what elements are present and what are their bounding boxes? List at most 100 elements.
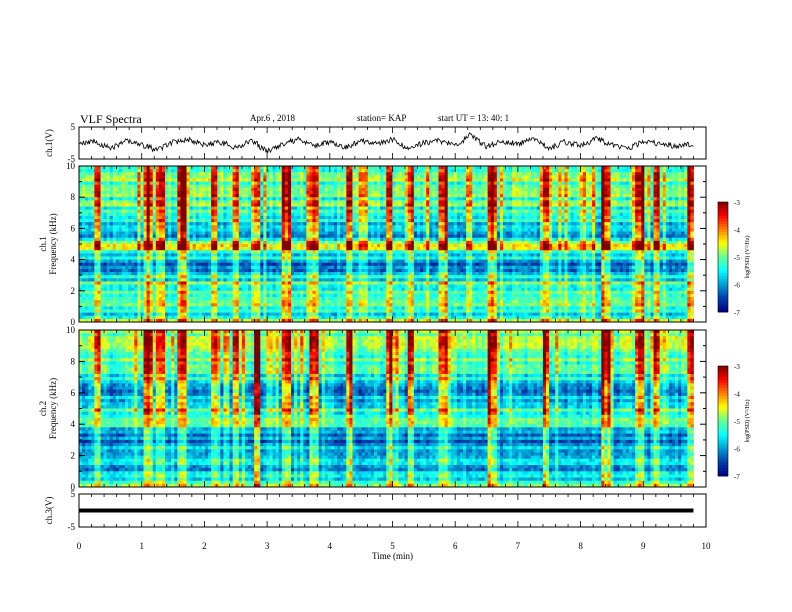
ch1-spectrogram-cell: [626, 188, 629, 192]
ch1-spectrogram-cell: [125, 207, 128, 211]
ch1-spectrogram-cell: [666, 203, 669, 207]
ch1-spectrogram-cell: [211, 172, 214, 176]
ch1-spectrogram-cell: [220, 197, 223, 201]
ch1-spectrogram-cell: [205, 216, 208, 220]
ch1-spectrogram-cell: [144, 169, 147, 173]
ch1-spectrogram-cell: [190, 182, 193, 186]
ch1-spectrogram-cell: [632, 197, 635, 201]
ch1-spectrogram-cell: [552, 200, 555, 204]
ch1-spectrogram-cell: [374, 238, 377, 242]
ch1-spectrogram-cell: [549, 182, 552, 186]
ch1-spectrogram-cell: [537, 210, 540, 214]
ch1-spectrogram-cell: [352, 178, 355, 182]
ch1-spectrogram-cell: [325, 185, 328, 189]
ch1-spectrogram-cell: [368, 213, 371, 217]
ch1-spectrogram-cell: [586, 166, 589, 170]
ch1-spectrogram-cell: [423, 166, 426, 170]
ch1-spectrogram-cell: [147, 166, 150, 170]
ch1-spectrogram-cell: [555, 178, 558, 182]
ch1-spectrogram-cell: [611, 194, 614, 198]
ch1-spectrogram-cell: [312, 182, 315, 186]
ch1-spectrogram-cell: [131, 225, 134, 229]
ch1-spectrogram-cell: [365, 216, 368, 220]
ch1-spectrogram-cell: [405, 238, 408, 242]
ch1-spectrogram-cell: [282, 182, 285, 186]
ch1-spectrogram-cell: [540, 178, 543, 182]
ch1-spectrogram-cell: [116, 225, 119, 229]
ch1-spectrogram-cell: [417, 228, 420, 232]
ch1-spectrogram-cell: [586, 216, 589, 220]
ch1-spectrogram-cell: [503, 182, 506, 186]
ch1-spectrogram-cell: [601, 241, 604, 245]
ch1-spectrogram-cell: [273, 210, 276, 214]
ch1-spectrogram-cell: [438, 191, 441, 195]
ch1-spectrogram-cell: [515, 191, 518, 195]
ch1-spectrogram-cell: [380, 182, 383, 186]
ch1-spectrogram-cell: [420, 172, 423, 176]
ch1-spectrogram-cell: [481, 222, 484, 226]
ch1-spectrogram-cell: [223, 235, 226, 239]
ch1-spectrogram-cell: [617, 235, 620, 239]
ch1-spectrogram-cell: [340, 216, 343, 220]
ch1-spectrogram-cell: [220, 241, 223, 245]
ch1-spectrogram-cell: [199, 213, 202, 217]
ch1-spectrogram-cell: [349, 182, 352, 186]
ch1-spectrogram-cell: [663, 241, 666, 245]
ch1-spectrogram-cell: [260, 169, 263, 173]
ch1-spectrogram-cell: [472, 219, 475, 223]
ch1-spectrogram-cell: [242, 235, 245, 239]
ch1-spectrogram-cell: [592, 200, 595, 204]
ch1-spectrogram-cell: [147, 216, 150, 220]
ch1-spectrogram-cell: [586, 172, 589, 176]
ch1-spectrogram-cell: [561, 238, 564, 242]
ch1-spectrogram-cell: [650, 210, 653, 214]
ch1-spectrogram-cell: [177, 219, 180, 223]
ch1-spectrogram-cell: [312, 203, 315, 207]
ch1-spectrogram-cell: [690, 235, 693, 239]
ch1-spectrogram-cell: [571, 241, 574, 245]
ch1-spectrogram-cell: [558, 222, 561, 226]
ch1-spectrogram-cell: [147, 175, 150, 179]
ch1-spectrogram-cell: [294, 219, 297, 223]
ch1-spectrogram-cell: [420, 200, 423, 204]
ch1-spectrogram-cell: [392, 200, 395, 204]
ch1-spectrogram-cell: [104, 172, 107, 176]
ch1-spectrogram-cell: [598, 219, 601, 223]
ch1-spectrogram-cell: [82, 172, 85, 176]
ch1-spectrogram-cell: [429, 194, 432, 198]
ch1-spectrogram-cell: [174, 188, 177, 192]
ch1-spectrogram-cell: [242, 191, 245, 195]
ch1-spectrogram-cell: [368, 178, 371, 182]
ch1-spectrogram-cell: [687, 182, 690, 186]
ch1-spectrogram-cell: [242, 175, 245, 179]
ch1-spectrogram-cell: [577, 194, 580, 198]
ch1-spectrogram-cell: [690, 210, 693, 214]
ch1-spectrogram-cell: [629, 225, 632, 229]
ch1-spectrogram-cell: [88, 228, 91, 232]
ch1-spectrogram-cell: [380, 200, 383, 204]
ch1-spectrogram-cell: [211, 166, 214, 170]
ch1-spectrogram-cell: [147, 207, 150, 211]
ch1-spectrogram-cell: [362, 194, 365, 198]
ch1-spectrogram-cell: [512, 228, 515, 232]
ch1-spectrogram-cell: [107, 169, 110, 173]
ch1-spectrogram-cell: [641, 235, 644, 239]
ch1-spectrogram-cell: [454, 210, 457, 214]
ch1-spectrogram-cell: [380, 166, 383, 170]
ch1-spectrogram-cell: [147, 235, 150, 239]
ch1-spectrogram-cell: [423, 207, 426, 211]
ch1-spectrogram-cell: [595, 169, 598, 173]
ch1-spectrogram-cell: [512, 175, 515, 179]
ch1-spectrogram-cell: [454, 222, 457, 226]
ch1-spectrogram-cell: [190, 178, 193, 182]
ch1-spectrogram-cell: [580, 213, 583, 217]
ch1-spectrogram-cell: [626, 210, 629, 214]
ch1-spectrogram-cell: [442, 222, 445, 226]
ch1-spectrogram-cell: [491, 178, 494, 182]
ch1-spectrogram-cell: [248, 203, 251, 207]
ch1-spectrogram-cell: [316, 232, 319, 236]
ch1-spectrogram-cell: [236, 238, 239, 242]
ch1-spectrogram-cell: [282, 191, 285, 195]
ch1-spectrogram-cell: [660, 191, 663, 195]
ch1-spectrogram-cell: [294, 213, 297, 217]
